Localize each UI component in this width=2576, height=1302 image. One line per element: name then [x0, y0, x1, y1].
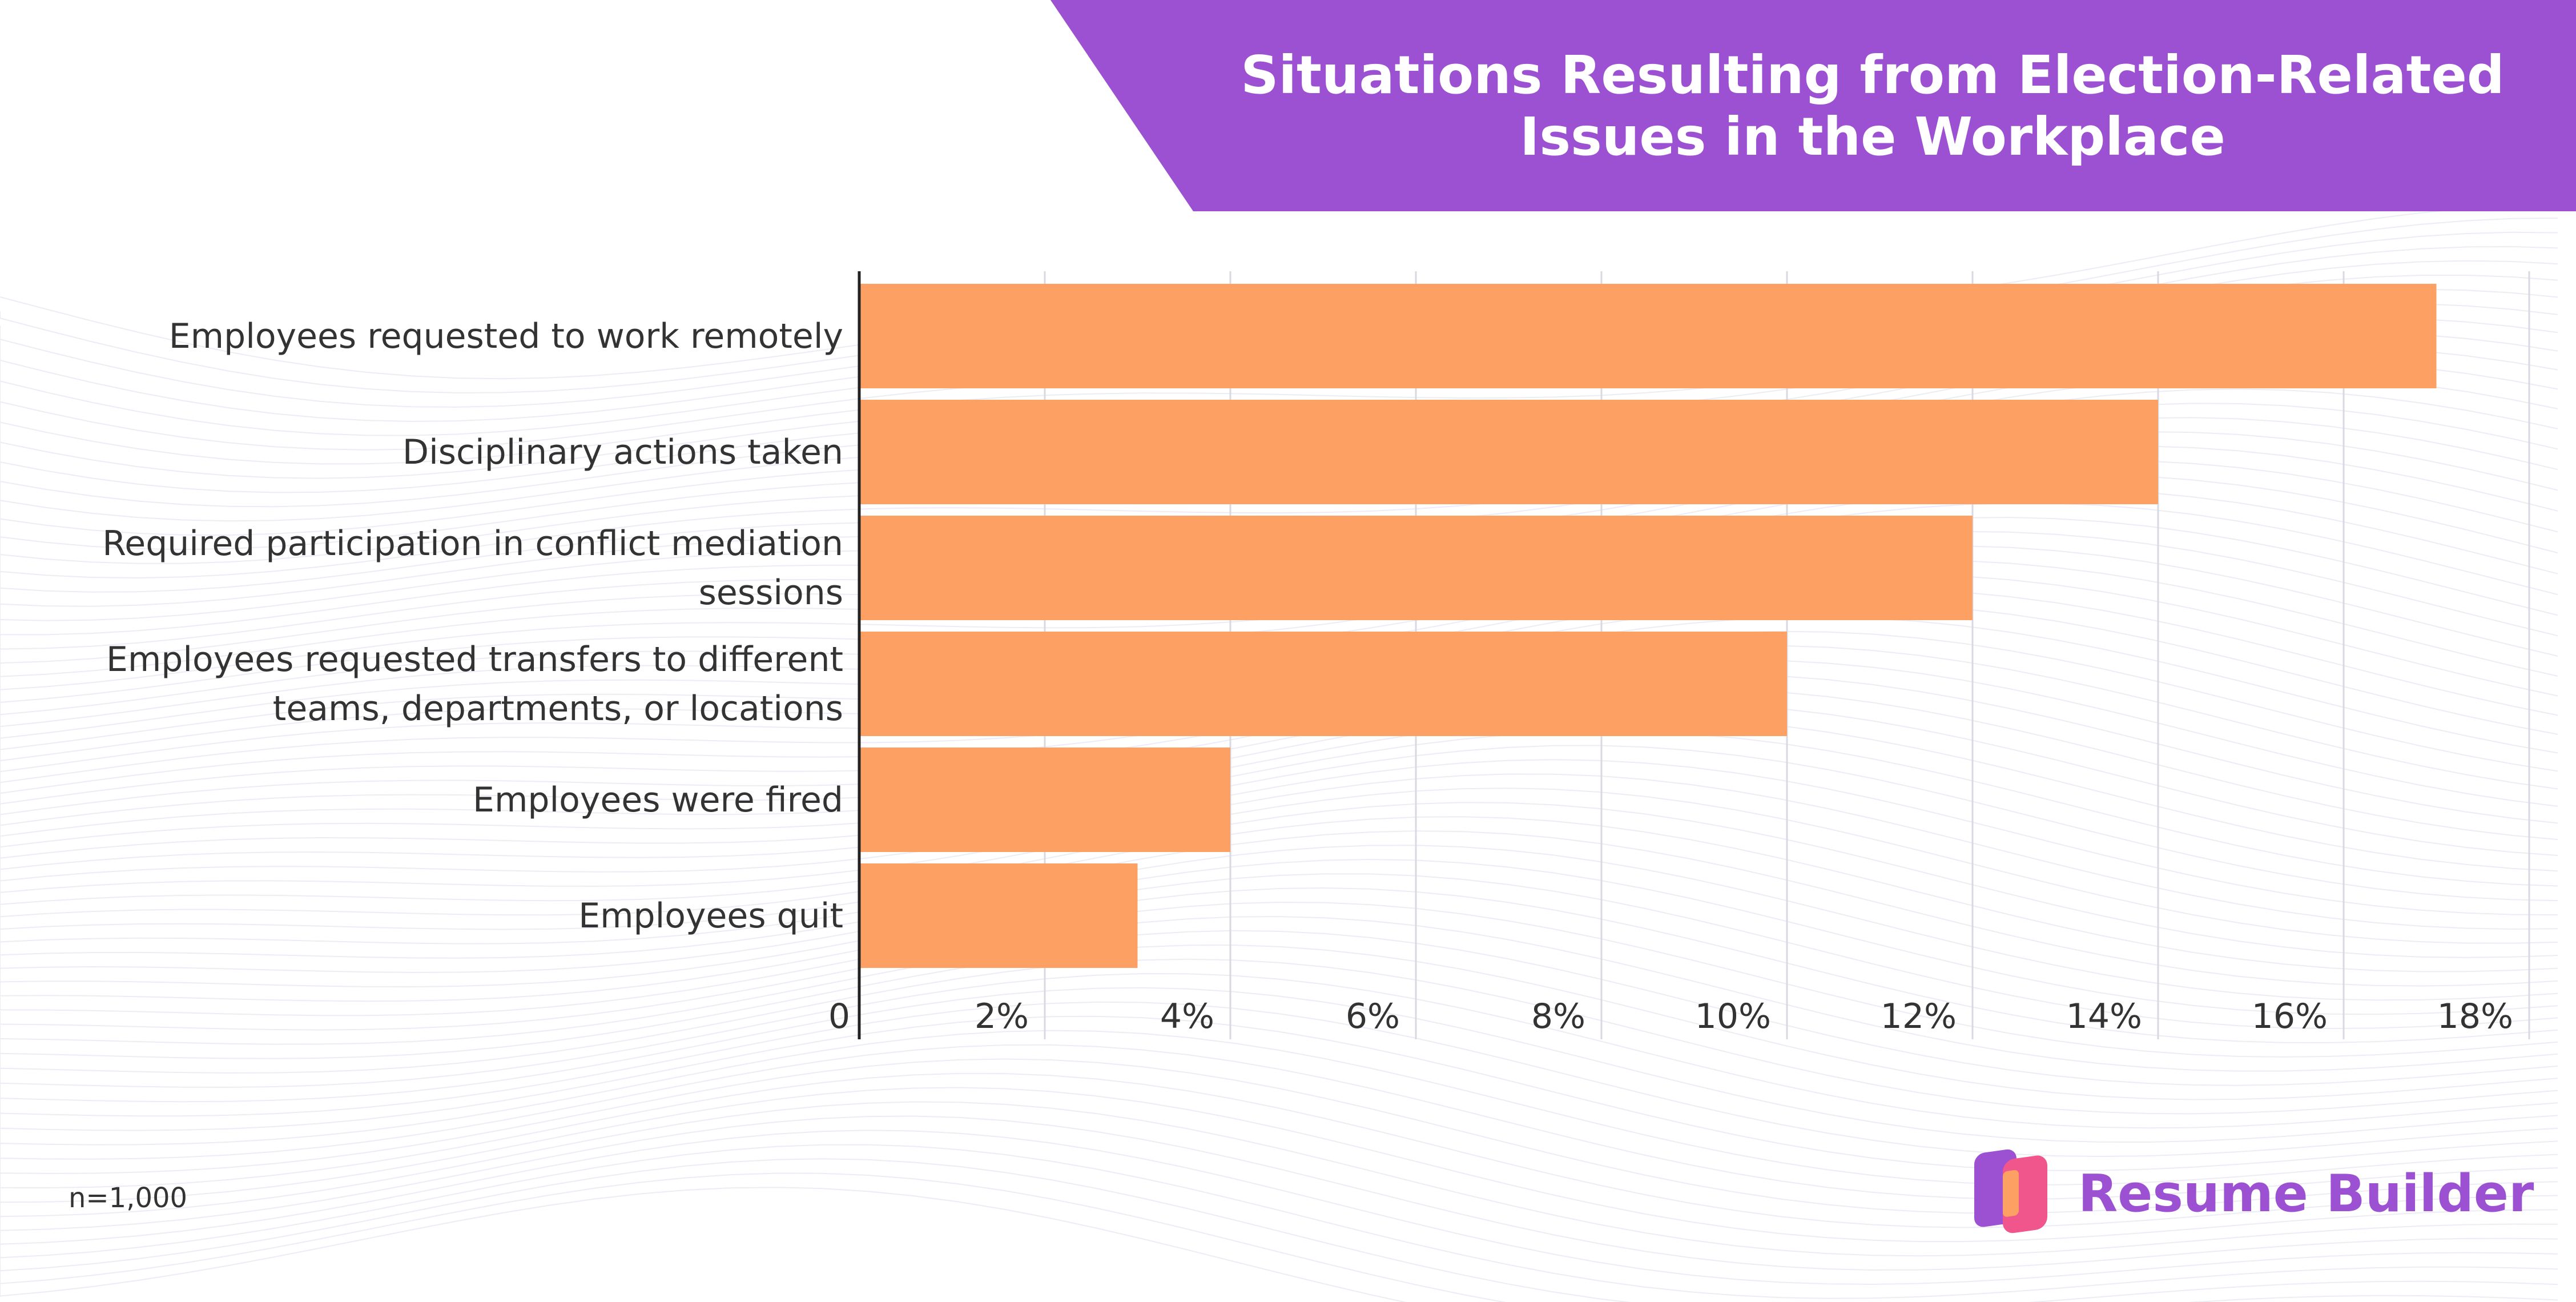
background-wave-line [0, 688, 2558, 841]
resume-builder-logo-icon [1974, 1149, 2047, 1233]
sample-size-note: n=1,000 [69, 1182, 188, 1214]
category-label: Disciplinary actions taken [402, 432, 843, 472]
x-axis-ticks: 0 2% 4% 6% 8% 10% 12% 14% 16% 18% [828, 996, 2513, 1036]
background-wave-line [0, 845, 2558, 1001]
background-wave-line [0, 858, 2558, 1015]
background-wave-line [0, 1087, 2558, 1243]
background-wave-line [0, 1072, 2558, 1228]
x-tick-label: 16% [2252, 996, 2328, 1036]
x-tick-label: 12% [1881, 996, 1957, 1036]
background-wave-line [0, 1158, 2558, 1302]
background-wave-line [0, 745, 2558, 902]
background-wave-line [0, 930, 2558, 1086]
background-wave-line [0, 973, 2558, 1129]
background-wave-line [0, 1130, 2558, 1285]
background-wave-line [0, 944, 2558, 1100]
x-tick-label: 4% [1160, 996, 1214, 1036]
background-wave-line [0, 1187, 1407, 1302]
x-tick-label: 10% [1695, 996, 1771, 1036]
category-label: Required participation in conflict media… [102, 523, 843, 613]
background-wave-line [0, 702, 2558, 856]
background-wave-line [0, 1172, 2558, 1302]
background-wave-line [0, 816, 2558, 973]
background-wave-line [0, 759, 2558, 916]
bar [859, 748, 1230, 852]
bars [859, 284, 2437, 968]
background-wave-line [0, 1058, 2558, 1214]
category-label: Employees requested to work remotely [168, 316, 843, 356]
background-wave-line [0, 830, 2558, 987]
background-wave-line [0, 915, 2558, 1072]
x-tick-label: 14% [2066, 996, 2142, 1036]
background-wave-line [0, 1044, 2558, 1200]
background-wave-line [0, 1030, 2558, 1186]
background-wave-line [0, 1001, 2558, 1158]
background-wave-line [0, 887, 2558, 1043]
background-wave-line [0, 901, 2558, 1058]
brand-name: Resume Builder [2078, 1163, 2534, 1224]
background-wave-line [0, 802, 2558, 958]
category-label: Employees requested transfers to differe… [106, 639, 843, 729]
category-label: Employees quit [578, 895, 843, 936]
x-tick-label: 6% [1346, 996, 1400, 1036]
bar [859, 632, 1787, 736]
bar [859, 400, 2158, 504]
background-wave-line [0, 787, 2558, 944]
background-wave-line [0, 958, 2558, 1115]
category-label: Employees were fired [473, 779, 843, 820]
chart-title: Situations Resulting from Election-Relat… [1241, 45, 2505, 167]
background-wave-line [0, 873, 2558, 1030]
background-wave-line [0, 730, 2558, 887]
background-wave-line [0, 716, 2558, 872]
x-tick-label: 8% [1531, 996, 1585, 1036]
x-tick-label: 18% [2437, 996, 2513, 1036]
background-wave-line [0, 987, 2558, 1143]
background-wave-line [0, 773, 2558, 930]
x-tick-label: 2% [975, 996, 1029, 1036]
background-wave-line [0, 1144, 2558, 1299]
brand: Resume Builder [1970, 1142, 2534, 1245]
background-wave-line [0, 1101, 2558, 1257]
title-banner [1050, 0, 2576, 211]
background-wave-line [0, 1015, 2558, 1171]
bar [859, 516, 1973, 620]
bar [859, 284, 2437, 388]
bar [859, 863, 1138, 968]
background-wave-line [0, 1115, 2558, 1271]
x-tick-label: 0 [828, 996, 850, 1036]
